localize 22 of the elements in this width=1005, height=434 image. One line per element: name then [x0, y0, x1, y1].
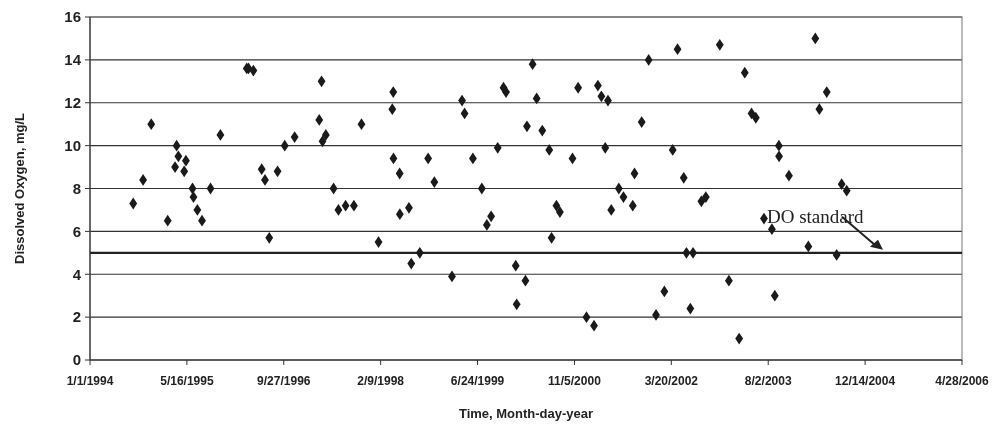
x-tick-label: 11/5/2000 — [548, 374, 602, 388]
x-tick-label: 8/2/2003 — [744, 374, 792, 388]
y-tick-label: 0 — [72, 351, 81, 369]
y-tick-label: 6 — [72, 222, 81, 240]
x-tick-label: 4/28/2006 — [935, 374, 990, 388]
x-tick-label: 9/27/1996 — [257, 374, 311, 388]
y-tick-label: 2 — [72, 308, 81, 326]
y-tick-label: 12 — [64, 94, 81, 111]
y-tick-label: 4 — [72, 265, 82, 283]
x-tick-label: 6/24/1999 — [450, 374, 505, 388]
x-tick-label: 12/14/2004 — [835, 374, 896, 388]
x-tick-label: 1/1/1994 — [66, 374, 114, 388]
y-tick-label: 16 — [64, 8, 81, 26]
y-tick-label: 14 — [64, 51, 82, 69]
y-tick-label: 8 — [72, 179, 81, 197]
x-tick-label: 2/9/1998 — [357, 374, 405, 388]
y-axis-title: Dissolved Oxygen, mg/L — [12, 112, 27, 264]
y-tick-label: 10 — [64, 136, 81, 154]
x-axis-title: Time, Month-day-year — [458, 406, 594, 421]
ref-line-label: DO standard — [767, 205, 865, 227]
x-tick-label: 5/16/1995 — [160, 374, 214, 388]
x-tick-label: 3/20/2002 — [644, 374, 699, 388]
